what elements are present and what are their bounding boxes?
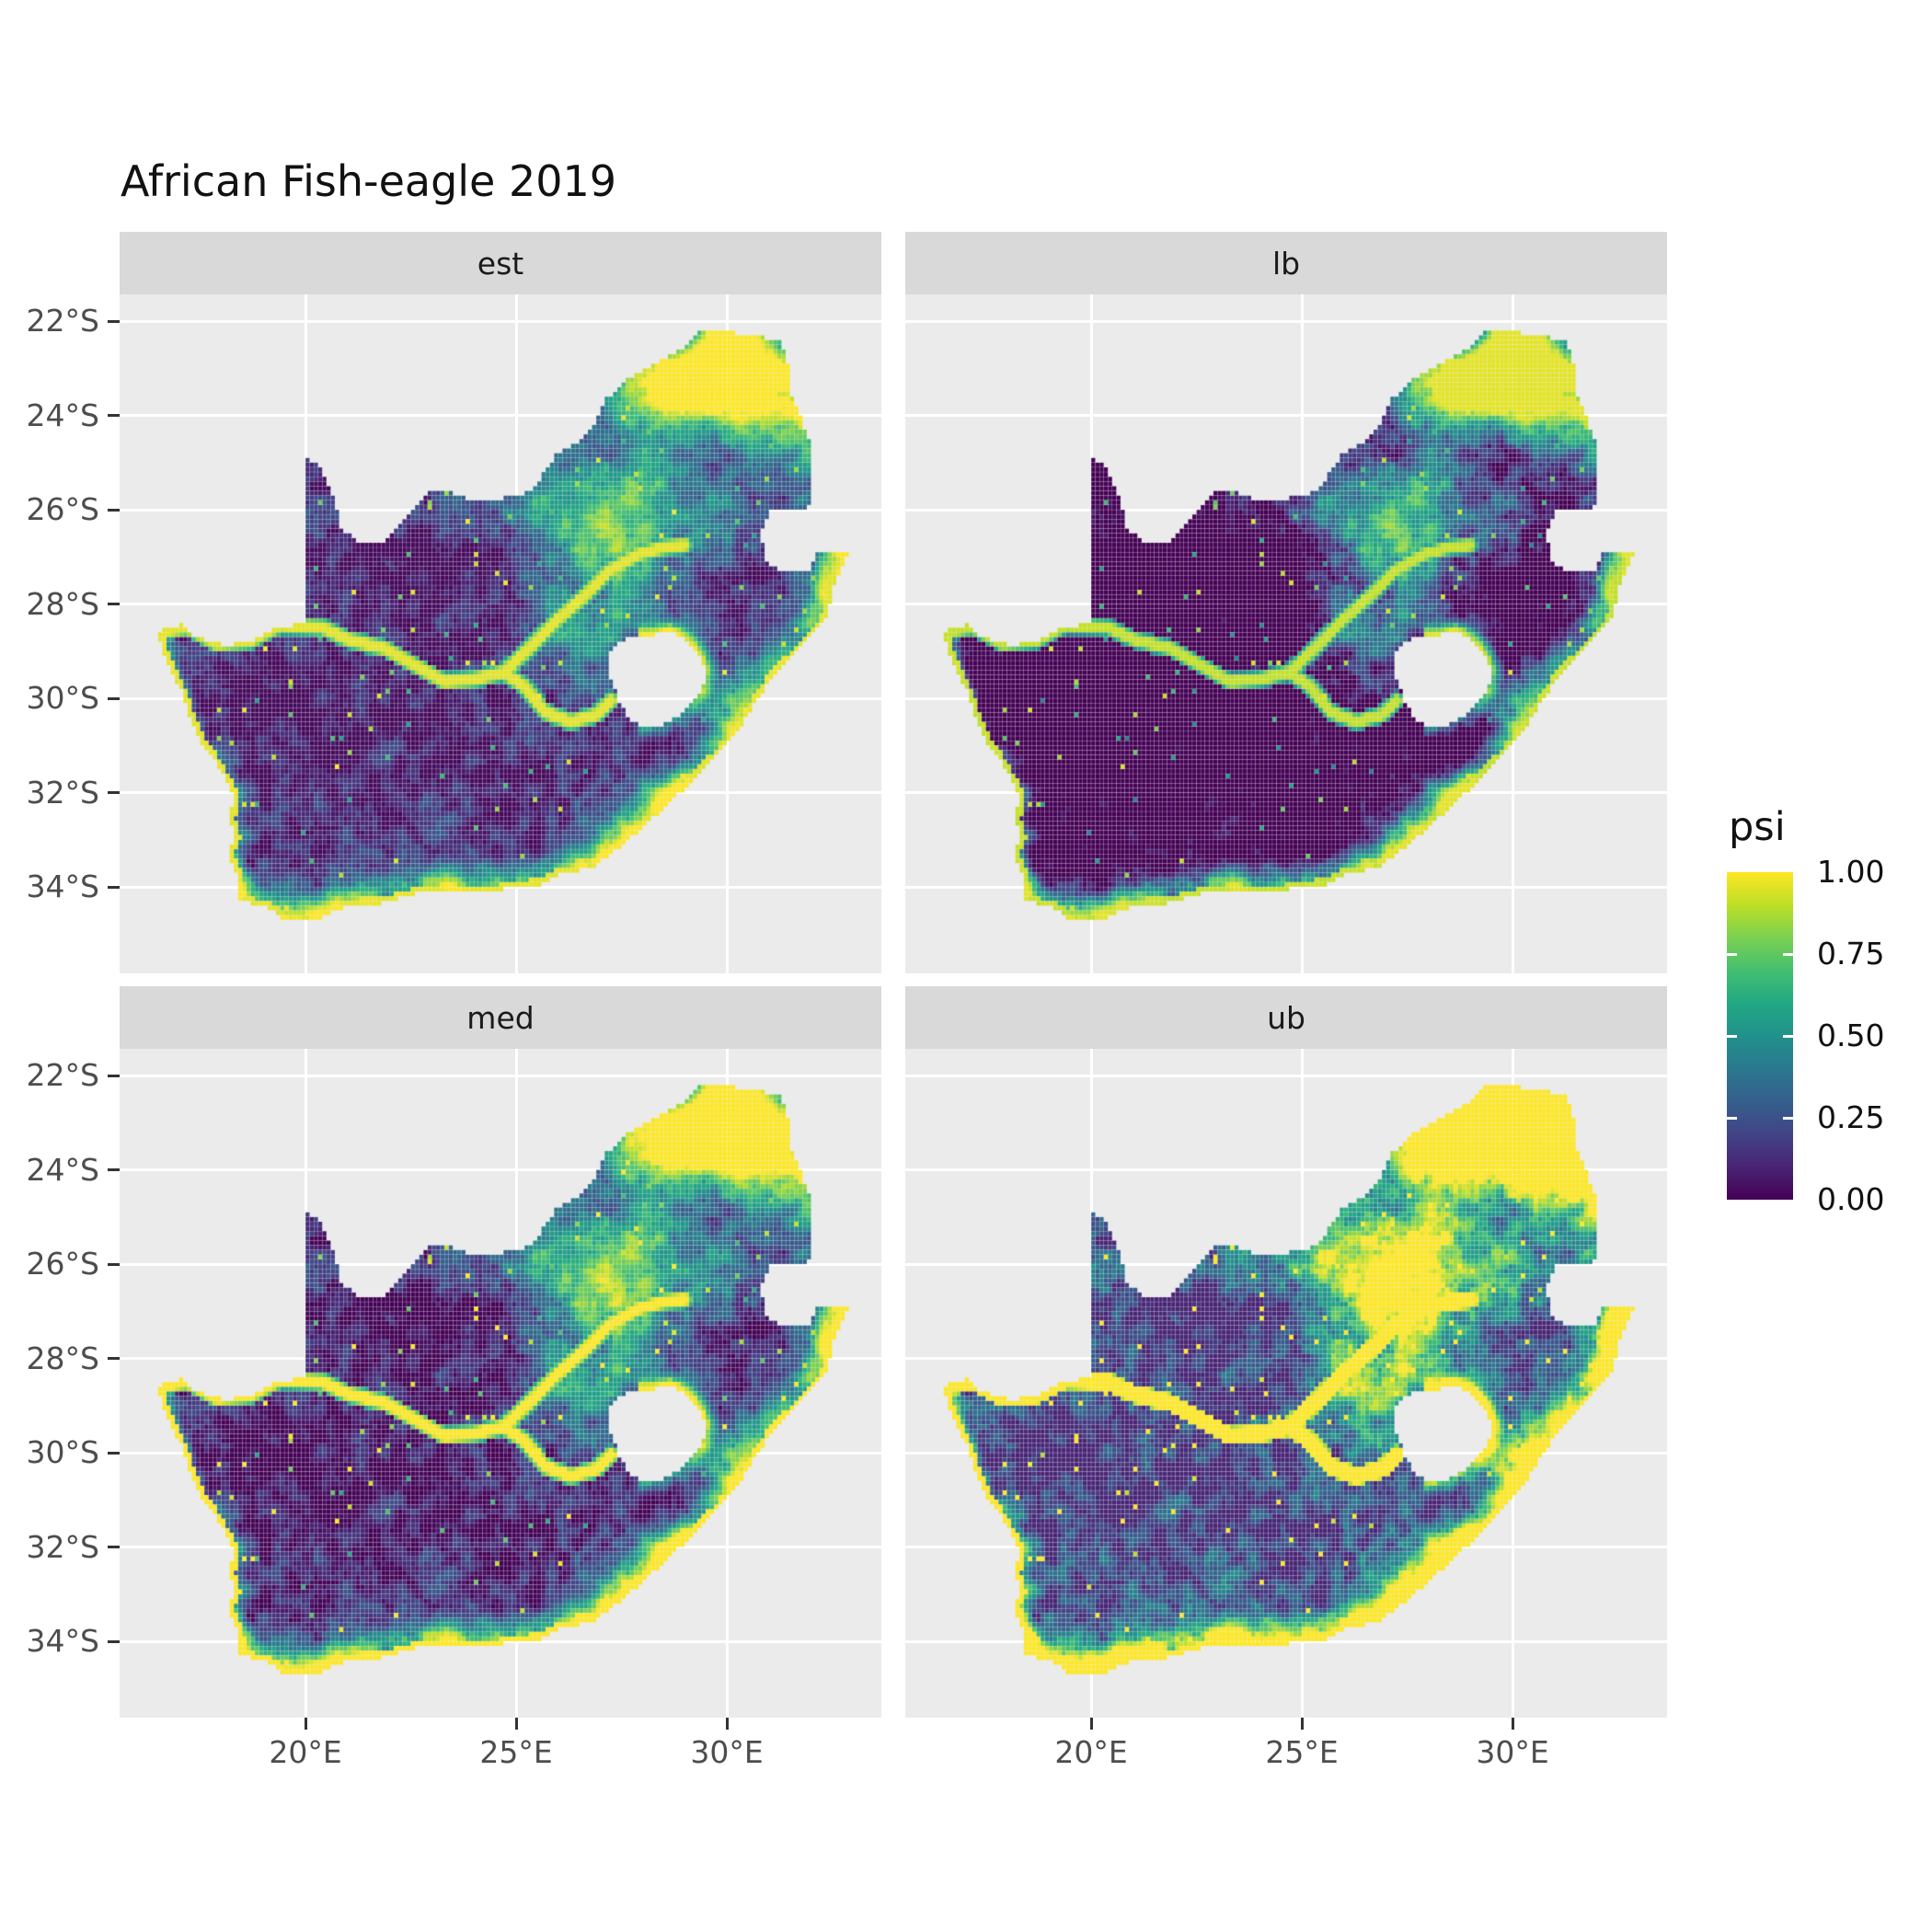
x-axis-tick xyxy=(1511,1718,1514,1730)
legend-tick xyxy=(1727,1034,1737,1038)
y-axis-tick xyxy=(108,1451,120,1455)
x-axis-tick-label: 25°E xyxy=(479,1734,553,1770)
legend-colorbar xyxy=(1727,872,1793,1200)
x-axis-tick-label: 25°E xyxy=(1265,1734,1339,1770)
y-axis-tick xyxy=(108,603,120,605)
y-axis-tick xyxy=(108,319,120,323)
facet-panel-est xyxy=(120,294,881,973)
x-axis-tick-label: 30°E xyxy=(690,1734,764,1770)
legend-tick xyxy=(1727,1116,1737,1120)
y-axis-tick-label: 30°S xyxy=(26,1434,99,1470)
facet-strip-est: est xyxy=(120,232,881,294)
y-axis-tick xyxy=(108,414,120,417)
y-axis-tick xyxy=(108,508,120,512)
legend-tick xyxy=(1727,952,1737,956)
x-axis-tick xyxy=(725,1718,729,1730)
y-axis-tick-label: 32°S xyxy=(26,774,99,811)
map-raster-med xyxy=(120,1049,881,1718)
facet-panel-med xyxy=(120,1049,881,1718)
x-axis-tick-label: 30°E xyxy=(1476,1734,1549,1770)
y-axis-tick-label: 24°S xyxy=(26,397,99,433)
y-axis-tick-label: 22°S xyxy=(26,1057,99,1093)
x-axis-tick-label: 20°E xyxy=(1054,1734,1128,1770)
x-axis-tick xyxy=(514,1718,518,1730)
map-raster-est xyxy=(120,294,881,973)
facet-strip-label-est: est xyxy=(477,245,524,282)
plot-title: African Fish-eagle 2019 xyxy=(121,156,617,206)
y-axis-tick-label: 24°S xyxy=(26,1151,99,1188)
x-axis-tick-label: 20°E xyxy=(269,1734,342,1770)
facet-strip-med: med xyxy=(120,986,881,1049)
y-axis-tick xyxy=(108,1639,120,1643)
legend-tick-label: 0.25 xyxy=(1817,1099,1885,1135)
y-axis-tick xyxy=(108,1546,120,1548)
y-axis-tick-label: 28°S xyxy=(26,1340,99,1376)
x-axis-tick xyxy=(304,1718,307,1730)
y-axis-tick xyxy=(108,1357,120,1360)
facet-strip-label-lb: lb xyxy=(1271,245,1301,282)
y-axis-tick-label: 32°S xyxy=(26,1528,99,1565)
facet-panel-lb xyxy=(905,294,1667,973)
y-axis-tick xyxy=(108,1168,120,1171)
facet-strip-lb: lb xyxy=(905,232,1667,294)
y-axis-tick-label: 34°S xyxy=(26,868,99,904)
map-raster-lb xyxy=(905,294,1667,973)
y-axis-tick xyxy=(108,1262,120,1266)
facet-panel-ub xyxy=(905,1049,1667,1718)
legend-title: psi xyxy=(1729,804,1786,850)
legend-tick xyxy=(1783,1034,1793,1038)
legend-tick xyxy=(1783,1116,1793,1120)
y-axis-tick xyxy=(108,791,120,794)
legend-tick xyxy=(1783,952,1793,956)
legend-tick-label: 0.75 xyxy=(1817,936,1885,972)
x-axis-tick xyxy=(1300,1718,1304,1730)
legend-tick-label: 0.50 xyxy=(1817,1018,1885,1053)
map-raster-ub xyxy=(905,1049,1667,1718)
y-axis-tick xyxy=(108,885,120,889)
y-axis-tick-label: 30°S xyxy=(26,680,99,716)
y-axis-tick xyxy=(108,696,120,700)
facet-strip-ub: ub xyxy=(905,986,1667,1049)
legend-tick-label: 0.00 xyxy=(1817,1181,1885,1217)
y-axis-tick xyxy=(108,1074,120,1077)
facet-strip-label-med: med xyxy=(466,999,535,1036)
y-axis-tick-label: 26°S xyxy=(26,1246,99,1282)
x-axis-tick xyxy=(1089,1718,1093,1730)
legend-tick-label: 1.00 xyxy=(1817,854,1885,890)
y-axis-tick-label: 28°S xyxy=(26,585,99,622)
y-axis-tick-label: 26°S xyxy=(26,491,99,527)
y-axis-tick-label: 22°S xyxy=(26,303,99,339)
facet-strip-label-ub: ub xyxy=(1267,999,1305,1036)
y-axis-tick-label: 34°S xyxy=(26,1623,99,1659)
